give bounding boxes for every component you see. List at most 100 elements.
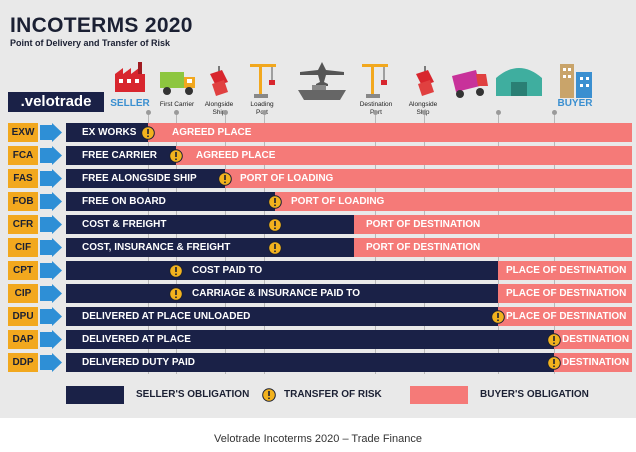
incoterm-code: CIF bbox=[8, 238, 38, 257]
stage-dot bbox=[174, 110, 179, 115]
delivery-place: PLACE OF DESTINATION bbox=[506, 265, 627, 276]
row-arrow-icon bbox=[40, 284, 62, 303]
truck-icon bbox=[160, 72, 195, 95]
transfer-of-risk-icon bbox=[491, 309, 505, 324]
transfer-of-risk-icon bbox=[268, 194, 282, 209]
incoterm-name: DELIVERED DUTY PAID bbox=[82, 357, 195, 368]
buyer-obligation-bar bbox=[498, 261, 632, 280]
incoterm-row: DPU DELIVERED AT PLACE UNLOADED PLACE OF D… bbox=[0, 307, 636, 326]
legend-risk-icon bbox=[262, 388, 276, 402]
buyer-obligation-bar bbox=[176, 146, 632, 165]
row-arrow-icon bbox=[40, 192, 62, 211]
stage-dot bbox=[422, 110, 427, 115]
stage-label-alongside-ship-1: Alongside Ship bbox=[204, 101, 234, 116]
warehouse-icon bbox=[496, 68, 542, 96]
incoterm-name: DELIVERED AT PLACE UNLOADED bbox=[82, 311, 251, 322]
row-arrow-icon bbox=[40, 215, 62, 234]
incoterm-code: DDP bbox=[8, 353, 38, 372]
incoterm-name: CARRIAGE & INSURANCE PAID TO bbox=[192, 288, 360, 299]
seller-obligation-bar bbox=[66, 238, 354, 257]
crane-icon-destination bbox=[362, 64, 388, 98]
transfer-of-risk-icon bbox=[218, 171, 232, 186]
image-caption: Velotrade Incoterms 2020 – Trade Finance bbox=[214, 433, 422, 445]
transfer-of-risk-icon bbox=[141, 125, 155, 140]
delivery-place: DESTINATION bbox=[562, 357, 630, 368]
delivery-place: PORT OF LOADING bbox=[240, 173, 334, 184]
incoterm-name: EX WORKS bbox=[82, 127, 137, 138]
transfer-of-risk-icon bbox=[547, 355, 561, 370]
transfer-of-risk-icon bbox=[169, 263, 183, 278]
incoterm-code: DAP bbox=[8, 330, 38, 349]
incoterm-row: FOB FREE ON BOARD PORT OF LOADING bbox=[0, 192, 636, 211]
transfer-of-risk-icon bbox=[268, 240, 282, 255]
incoterm-code: FCA bbox=[8, 146, 38, 165]
buyer-obligation-bar bbox=[225, 169, 632, 188]
incoterm-row: DAP DELIVERED AT PLACE DESTINATION bbox=[0, 330, 636, 349]
stage-dot bbox=[146, 110, 151, 115]
row-arrow-icon bbox=[40, 353, 62, 372]
factory-icon bbox=[115, 62, 145, 92]
stage-dot bbox=[496, 110, 501, 115]
transfer-of-risk-icon bbox=[169, 148, 183, 163]
seller-obligation-bar bbox=[66, 330, 554, 349]
legend-buyer-swatch bbox=[410, 386, 468, 404]
buyer-obligation-bar bbox=[354, 238, 632, 257]
delivery-place: DESTINATION bbox=[562, 334, 630, 345]
incoterm-name: COST PAID TO bbox=[192, 265, 263, 276]
legend-seller-label: SELLER'S OBLIGATION bbox=[136, 389, 250, 400]
incoterm-row: FAS FREE ALONGSIDE SHIP PORT OF LOADING bbox=[0, 169, 636, 188]
incoterm-name: DELIVERED AT PLACE bbox=[82, 334, 191, 345]
transfer-of-risk-icon bbox=[547, 332, 561, 347]
seller-obligation-bar bbox=[66, 261, 498, 280]
buyer-obligation-bar bbox=[354, 215, 632, 234]
row-arrow-icon bbox=[40, 123, 62, 142]
legend-buyer-label: BUYER'S OBLIGATION bbox=[480, 389, 589, 400]
stage-dot bbox=[373, 110, 378, 115]
seller-obligation-bar bbox=[66, 146, 176, 165]
stage-dot bbox=[552, 110, 557, 115]
incoterm-code: DPU bbox=[8, 307, 38, 326]
legend-risk-label: TRANSFER OF RISK bbox=[284, 389, 382, 400]
delivery-place: PORT OF DESTINATION bbox=[366, 242, 481, 253]
stage-dot bbox=[262, 110, 267, 115]
delivery-place: PORT OF LOADING bbox=[291, 196, 385, 207]
delivery-place: PLACE OF DESTINATION bbox=[506, 311, 627, 322]
incoterm-name: COST, INSURANCE & FREIGHT bbox=[82, 242, 231, 253]
incoterm-name: FREE ON BOARD bbox=[82, 196, 166, 207]
row-arrow-icon bbox=[40, 261, 62, 280]
incoterm-row: CFR COST & FREIGHT PORT OF DESTINATION bbox=[0, 215, 636, 234]
row-arrow-icon bbox=[40, 169, 62, 188]
buyer-obligation-bar bbox=[498, 284, 632, 303]
buyer-obligation-bar bbox=[554, 353, 632, 372]
incoterm-name: COST & FREIGHT bbox=[82, 219, 167, 230]
incoterm-code: CPT bbox=[8, 261, 38, 280]
seller-obligation-bar bbox=[66, 169, 225, 188]
crane-icon bbox=[250, 64, 276, 98]
buyer-obligation-bar bbox=[275, 192, 632, 211]
incoterm-code: FOB bbox=[8, 192, 38, 211]
buyer-obligation-bar bbox=[148, 123, 632, 142]
delivery-place: AGREED PLACE bbox=[196, 150, 276, 161]
buyer-obligation-bar bbox=[498, 307, 632, 326]
stage-label-first-carrier: First Carrier bbox=[159, 101, 195, 108]
incoterm-row: CIF COST, INSURANCE & FREIGHT PORT OF DEST… bbox=[0, 238, 636, 257]
legend-seller-swatch bbox=[66, 386, 124, 404]
stage-dot bbox=[223, 110, 228, 115]
delivery-truck-icon bbox=[452, 70, 488, 98]
cargo-sling-icon bbox=[210, 66, 228, 96]
incoterm-row: FCA FREE CARRIER AGREED PLACE bbox=[0, 146, 636, 165]
page-title: INCOTERMS 2020 bbox=[10, 14, 193, 37]
stage-label-buyer: BUYER bbox=[557, 98, 593, 109]
delivery-place: AGREED PLACE bbox=[172, 127, 252, 138]
seller-obligation-bar bbox=[66, 123, 148, 142]
delivery-place: PLACE OF DESTINATION bbox=[506, 288, 627, 299]
page-subtitle: Point of Delivery and Transfer of Risk bbox=[10, 38, 171, 48]
transfer-of-risk-icon bbox=[169, 286, 183, 301]
transfer-of-risk-icon bbox=[268, 217, 282, 232]
seller-obligation-bar bbox=[66, 353, 554, 372]
cargo-sling-icon-destination bbox=[416, 66, 434, 96]
row-arrow-icon bbox=[40, 330, 62, 349]
incoterm-row: DDP DELIVERED DUTY PAID DESTINATION bbox=[0, 353, 636, 372]
stage-label-seller: SELLER bbox=[110, 98, 150, 109]
incoterm-row: CPT COST PAID TO PLACE OF DESTINATION bbox=[0, 261, 636, 280]
